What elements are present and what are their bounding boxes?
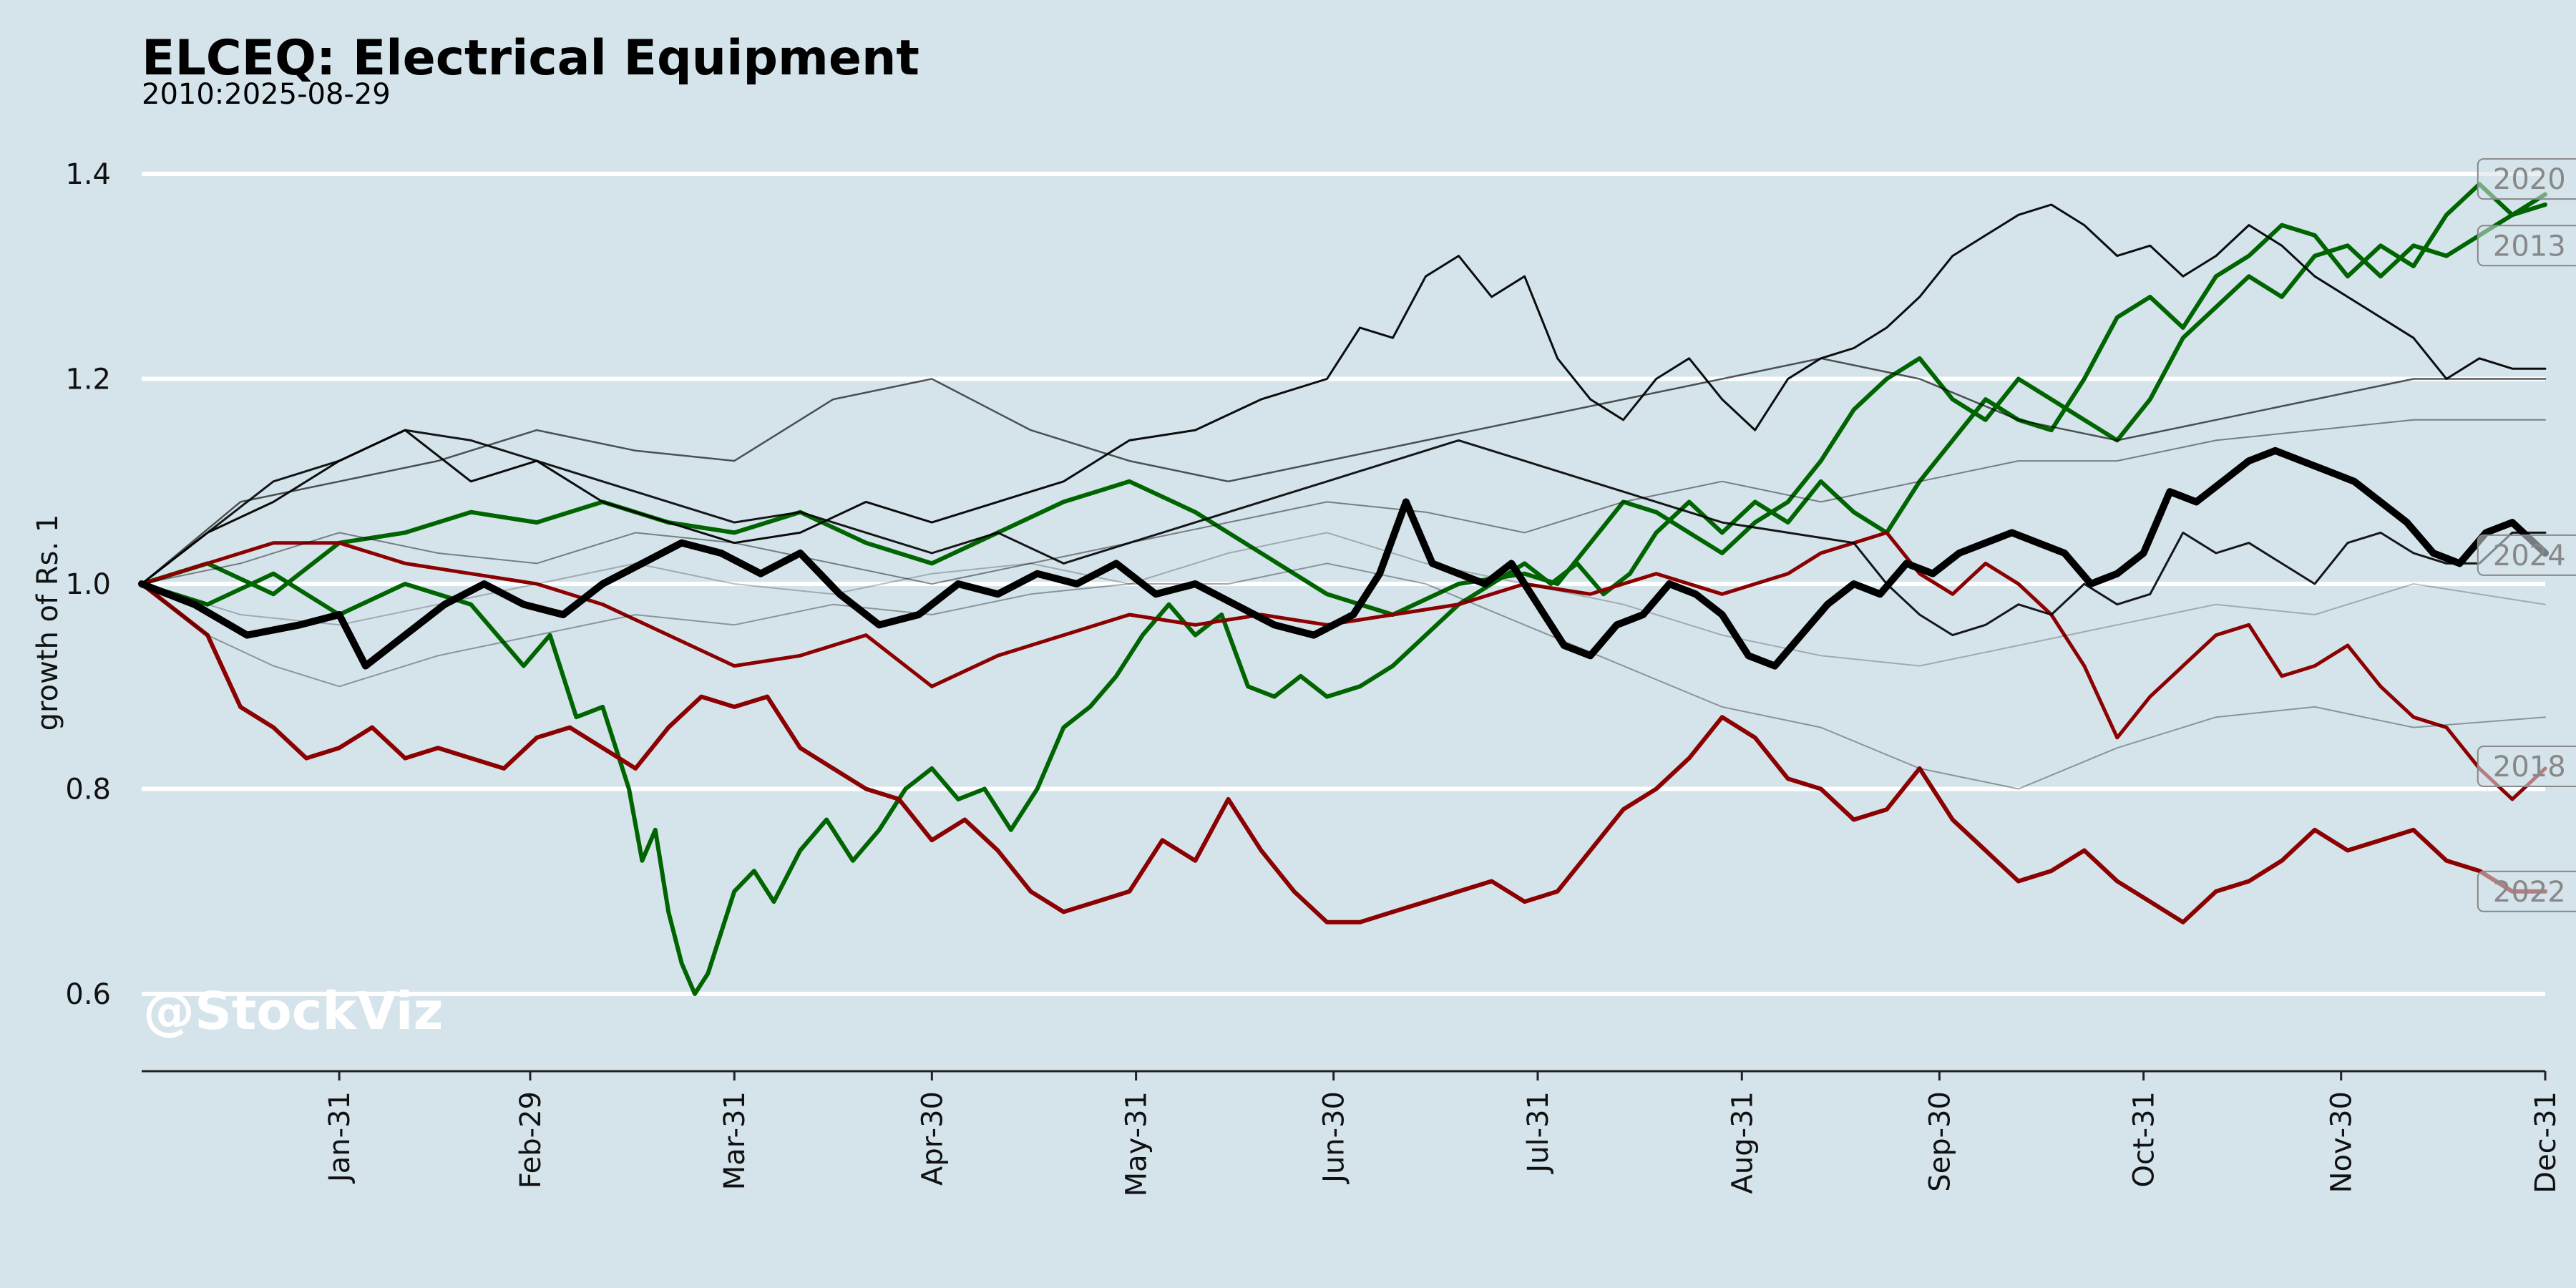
- year-label-box: [2477, 870, 2576, 912]
- year-label-box: [2477, 158, 2576, 200]
- x-tick-label: Feb-29: [514, 1091, 547, 1189]
- year-label-2020: 2020: [2477, 158, 2576, 200]
- year-label-text: 2018: [2493, 751, 2566, 784]
- year-label-2018: 2018: [2477, 746, 2576, 788]
- year-label-text: 2022: [2493, 876, 2566, 909]
- y-tick-label: 1.2: [65, 363, 111, 396]
- x-tick-label: Apr-30: [916, 1091, 949, 1186]
- x-tick-label: Aug-31: [1726, 1091, 1759, 1194]
- x-tick-label: Mar-31: [718, 1091, 751, 1190]
- series-line-other-5: [140, 203, 2547, 585]
- y-tick-label: 1.4: [65, 158, 111, 191]
- chart-subtitle: 2010:2025-08-29: [142, 78, 391, 111]
- x-tick-label: Jun-30: [1318, 1091, 1351, 1185]
- year-labels: 2020 2013 2024 2018 2022: [2477, 158, 2576, 912]
- y-axis-label: growth of Rs. 1: [31, 514, 64, 731]
- x-tick-label: May-31: [1121, 1091, 1153, 1196]
- x-tick-label: Jan-31: [323, 1091, 356, 1184]
- year-label-box: [2477, 746, 2576, 788]
- year-label-box: [2477, 534, 2576, 576]
- x-tick-label: Oct-31: [2128, 1091, 2161, 1188]
- year-label-2024: 2024: [2477, 534, 2576, 576]
- x-tick-label: Nov-30: [2326, 1091, 2358, 1193]
- y-tick-label: 0.8: [65, 774, 111, 806]
- year-label-box: [2477, 225, 2576, 267]
- watermark: @StockViz: [143, 981, 443, 1041]
- year-label-text: 2020: [2493, 163, 2566, 196]
- series-line-other-8: [141, 419, 2546, 585]
- x-axis-ticks: Jan-31 Feb-29 Mar-31 Apr-30 May-31 Jun-30 Jul-…: [323, 1071, 2562, 1196]
- series-lines: [138, 182, 2549, 996]
- x-tick-label: Jul-31: [1522, 1091, 1555, 1175]
- year-label-text: 2013: [2493, 230, 2566, 263]
- y-tick-label: 0.6: [65, 978, 111, 1011]
- series-line-2020: [140, 182, 2547, 996]
- series-line-2022: [140, 582, 2547, 924]
- y-tick-label: 1.0: [65, 568, 111, 601]
- x-tick-label: Dec-31: [2529, 1091, 2562, 1194]
- year-label-2013: 2013: [2477, 225, 2576, 267]
- year-label-text: 2024: [2493, 540, 2566, 572]
- series-line-2013: [140, 203, 2547, 617]
- year-label-2022: 2022: [2477, 870, 2576, 912]
- series-line-other-9: [141, 562, 2546, 790]
- y-axis-ticks: 0.6 0.8 1.0 1.2 1.4: [65, 158, 111, 1011]
- series-line-other-6: [140, 429, 2547, 637]
- series-line-other-7: [140, 357, 2547, 585]
- series-line-2018: [140, 530, 2547, 801]
- chart-title: ELCEQ: Electrical Equipment: [142, 30, 919, 87]
- series-line-2024: [138, 447, 2549, 670]
- grid-lines: [142, 171, 2545, 997]
- series-line-other-10: [141, 532, 2546, 667]
- x-tick-label: Sep-30: [1923, 1091, 1956, 1192]
